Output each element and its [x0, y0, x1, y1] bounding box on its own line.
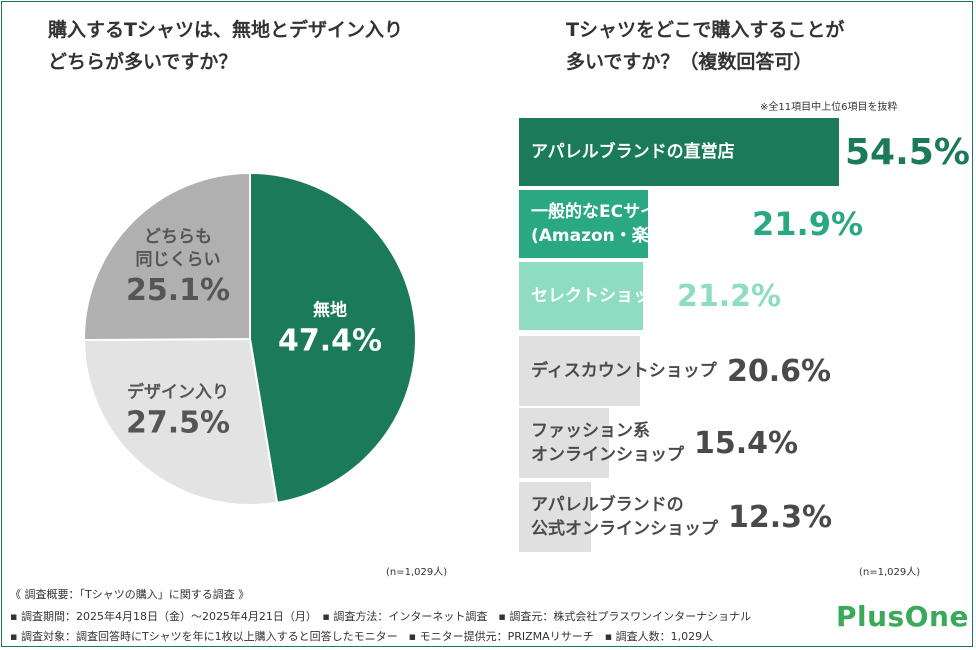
survey-target-line: ▪ 調査対象：調査回答時にTシャツを年に1枚以上購入すると回答したモニター ▪ …	[10, 630, 714, 643]
bar-value-label: 54.5%	[845, 131, 970, 173]
bar	[519, 408, 609, 478]
pie-slice-percent: 25.1%	[125, 273, 231, 308]
pie-slice-name: 無地	[312, 300, 347, 321]
bar-chart-subnote: ※全11項目中上位6項目を抜粋	[760, 102, 898, 113]
bar-category-label: アパレルブランドの 公式オンラインショップ	[531, 495, 718, 539]
bar-category-label: ファッション系 オンラインショップ	[531, 421, 684, 465]
bar-category-label: 一般的なECサイト (Amazon・楽天市場など)	[531, 202, 742, 246]
bar	[519, 118, 839, 186]
pie-chart-title: 購入するTシャツは、無地とデザイン入り どちらが多いですか？	[48, 19, 403, 73]
bar-sample-size: (n=1,029人)	[859, 567, 921, 578]
pie-slice-percent: 47.4%	[277, 323, 383, 359]
survey-summary-heading: 《 調査概要：「Tシャツの購入」に関する調査 》	[10, 588, 250, 601]
pie-slice-name: どちらも	[143, 227, 212, 247]
bar-chart-title: Tシャツをどこで購入することが 多いですか？（複数回答可）	[566, 19, 845, 73]
pie-slice	[83, 171, 251, 342]
bar-category-label: ディスカウントショップ	[531, 361, 717, 381]
plusone-logo: PlusOne	[836, 600, 969, 633]
pie-slice-name: 同じくらい	[135, 250, 221, 270]
bar	[519, 336, 640, 406]
survey-period-line: ▪ 調査期間：2025年4月18日（金）〜2025年4月21日（月） ▪ 調査方…	[10, 610, 752, 623]
bar-value-label: 21.9%	[752, 205, 864, 243]
pie-sample-size: (n=1,029人)	[386, 567, 448, 578]
bar-value-label: 12.3%	[728, 499, 833, 535]
pie-slice-label: デザイン入り 27.5%	[126, 382, 230, 443]
pie-slice	[249, 171, 417, 504]
bar-value-label: 15.4%	[694, 425, 799, 461]
pie-slice	[82, 337, 279, 506]
bar	[519, 262, 643, 330]
pie-slice-percent: 27.5%	[125, 405, 231, 441]
pie-slice-label: 無地 47.4%	[278, 300, 382, 361]
pie-slice-label: どちらも同じくらい 25.1%	[126, 226, 230, 310]
bar	[519, 482, 591, 552]
bar-value-label: 20.6%	[727, 353, 832, 389]
bar	[519, 190, 648, 258]
bar-category-label: アパレルブランドの直営店	[531, 142, 735, 162]
pie-slice-name: デザイン入り	[126, 382, 229, 403]
bar-category-label: セレクトショップ	[531, 286, 667, 306]
bar-value-label: 21.2%	[677, 278, 782, 314]
